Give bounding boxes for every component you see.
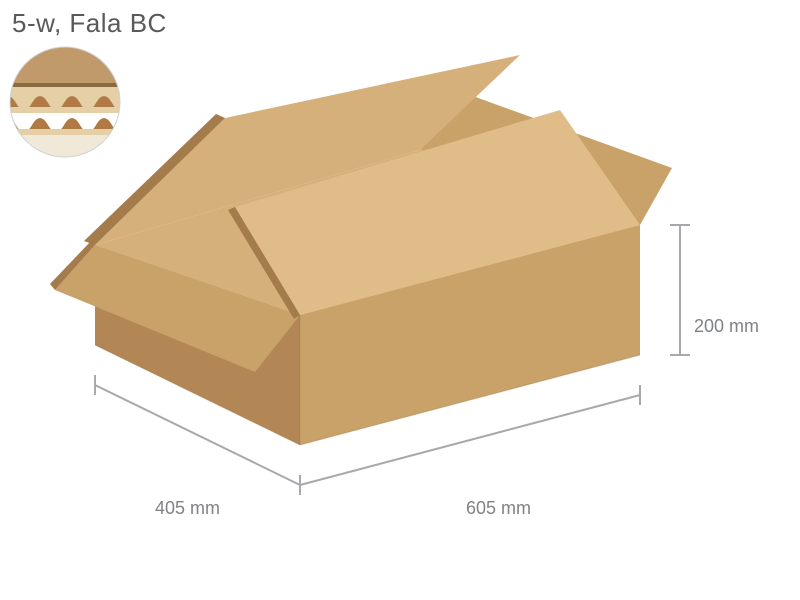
dimension-lines (0, 0, 800, 600)
dimension-width-label: 605 mm (466, 498, 531, 519)
dimension-depth-label: 405 mm (155, 498, 220, 519)
dimension-height-label: 200 mm (694, 316, 759, 337)
